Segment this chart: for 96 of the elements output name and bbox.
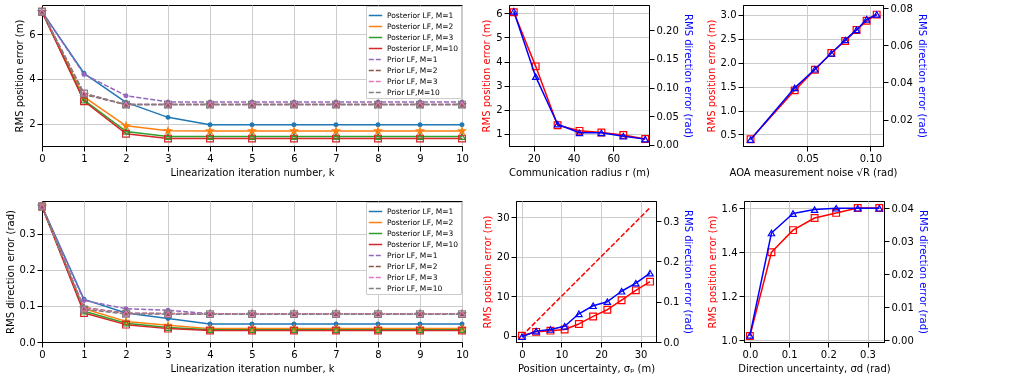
- y2-tick-label: 0.01: [891, 301, 914, 313]
- x-tick-label: 10: [555, 348, 569, 360]
- y2-tick-label: 0.1: [663, 296, 680, 308]
- x-tick-label: 3: [165, 152, 172, 164]
- y-tick-label: 1.0: [721, 334, 738, 346]
- x-tick-label: 8: [375, 348, 382, 360]
- x-axis-title: Direction uncertainty, σd (rad): [738, 362, 891, 374]
- y2-tick-label: 0.2: [663, 255, 680, 267]
- y-tick-label: 4: [496, 56, 503, 68]
- x-tick-label: 0.10: [859, 152, 883, 164]
- y2-axis-title: RMS direction error (rad): [916, 14, 928, 139]
- x-tick-label: 4: [207, 348, 214, 360]
- x-tick-label: 9: [417, 348, 424, 360]
- y2-tick-label: 0.00: [891, 334, 914, 346]
- x-tick-label: 0: [519, 348, 526, 360]
- y-axis-title: RMS position error (m): [705, 19, 717, 133]
- y2-tick-label: 0.20: [656, 24, 679, 36]
- x-tick-label: 10: [456, 348, 469, 360]
- y-tick-label: 0: [503, 330, 510, 342]
- x-tick-label: 10: [456, 152, 469, 164]
- y-tick-label: 2.0: [720, 57, 737, 69]
- y-tick-label: 6: [29, 28, 36, 40]
- y-tick-label: 3.0: [720, 9, 737, 21]
- x-tick-label: 2: [123, 152, 130, 164]
- y-tick-label: 2: [496, 104, 503, 116]
- y2-tick-label: 0.03: [891, 235, 914, 247]
- x-tick-label: 3: [165, 348, 172, 360]
- y-tick-label: 4: [29, 73, 36, 85]
- y-axis-title: RMS position error (m): [481, 19, 493, 133]
- y-tick-label: 1.4: [721, 246, 738, 258]
- y2-tick-label: 0.06: [890, 39, 913, 51]
- x-tick-label: 0.0: [742, 348, 759, 360]
- y-tick-label: 30: [496, 211, 510, 223]
- y-axis-title: RMS position error (m): [14, 19, 26, 133]
- y-tick-label: 5: [496, 31, 503, 43]
- x-tick-label: 20: [595, 348, 608, 360]
- x-tick-label: 0.3: [860, 348, 876, 360]
- y-tick-label: 0.1: [19, 300, 36, 312]
- x-tick-label: 20: [527, 152, 541, 164]
- y2-tick-label: 0.0: [663, 336, 680, 348]
- y2-tick-label: 0.3: [663, 215, 680, 227]
- x-tick-label: 60: [607, 152, 621, 164]
- y2-axis-title: RMS direction error (rad): [682, 14, 694, 139]
- y-tick-label: 0.5: [720, 128, 737, 140]
- y-tick-label: 1.5: [720, 81, 737, 93]
- x-tick-label: 7: [333, 348, 340, 360]
- y-tick-label: 6: [496, 7, 503, 19]
- y-tick-label: 10: [496, 290, 510, 302]
- y-tick-label: 0.2: [19, 264, 36, 276]
- y-axis-title: RMS position error (m): [706, 215, 718, 329]
- x-axis-title: Position uncertainty, σₚ (m): [517, 362, 656, 374]
- y2-tick-label: 0.10: [656, 82, 679, 94]
- x-tick-label: 30: [634, 348, 648, 360]
- y2-tick-label: 0.02: [891, 268, 914, 280]
- x-tick-label: 0.1: [781, 348, 798, 360]
- x-tick-label: 1: [81, 348, 88, 360]
- x-tick-label: 4: [207, 152, 214, 164]
- y-tick-label: 1.6: [721, 202, 738, 214]
- y-tick-label: 2.5: [720, 33, 737, 45]
- x-tick-label: 8: [375, 152, 382, 164]
- x-tick-label: 40: [567, 152, 581, 164]
- y2-axis-title: RMS direction error (rad): [683, 210, 695, 335]
- x-axis-title: Linearization iteration number, k: [170, 362, 335, 374]
- y-tick-label: 0.0: [19, 336, 36, 348]
- x-axis-title: AOA measurement noise √R (rad): [729, 166, 898, 178]
- x-tick-label: 9: [417, 152, 424, 164]
- y2-tick-label: 0.02: [890, 114, 913, 126]
- x-tick-label: 1: [81, 152, 88, 164]
- y2-tick-label: 0.05: [656, 110, 679, 122]
- x-tick-label: 0: [39, 348, 46, 360]
- x-tick-label: 2: [123, 348, 130, 360]
- x-axis-title: Communication radius r (m): [509, 166, 651, 178]
- x-tick-label: 0: [39, 152, 46, 164]
- y-tick-label: 3: [496, 80, 503, 92]
- x-axis-title: Linearization iteration number, k: [170, 166, 335, 178]
- y-axis-title: RMS direction error (rad): [4, 209, 16, 334]
- y2-tick-label: 0.08: [890, 2, 913, 14]
- y-tick-label: 1: [496, 128, 503, 140]
- y-axis-title: RMS position error (m): [481, 215, 493, 329]
- y-tick-label: 0.3: [19, 228, 36, 240]
- y2-tick-label: 0.15: [656, 53, 679, 65]
- x-tick-label: 0.05: [796, 152, 819, 164]
- x-tick-label: 5: [249, 348, 256, 360]
- y2-axis-title: RMS direction error (rad): [917, 210, 929, 335]
- x-tick-label: 0.2: [820, 348, 837, 360]
- x-tick-label: 7: [333, 152, 340, 164]
- y-tick-label: 2: [29, 118, 36, 130]
- y2-tick-label: 0.00: [656, 139, 679, 151]
- y-tick-label: 1.0: [720, 105, 737, 117]
- x-tick-label: 6: [291, 348, 298, 360]
- y2-tick-label: 0.04: [890, 76, 913, 88]
- x-tick-label: 5: [249, 152, 256, 164]
- y-tick-label: 20: [496, 251, 510, 263]
- y-tick-label: 1.2: [721, 290, 738, 302]
- x-tick-label: 6: [291, 152, 298, 164]
- y2-tick-label: 0.04: [891, 202, 914, 214]
